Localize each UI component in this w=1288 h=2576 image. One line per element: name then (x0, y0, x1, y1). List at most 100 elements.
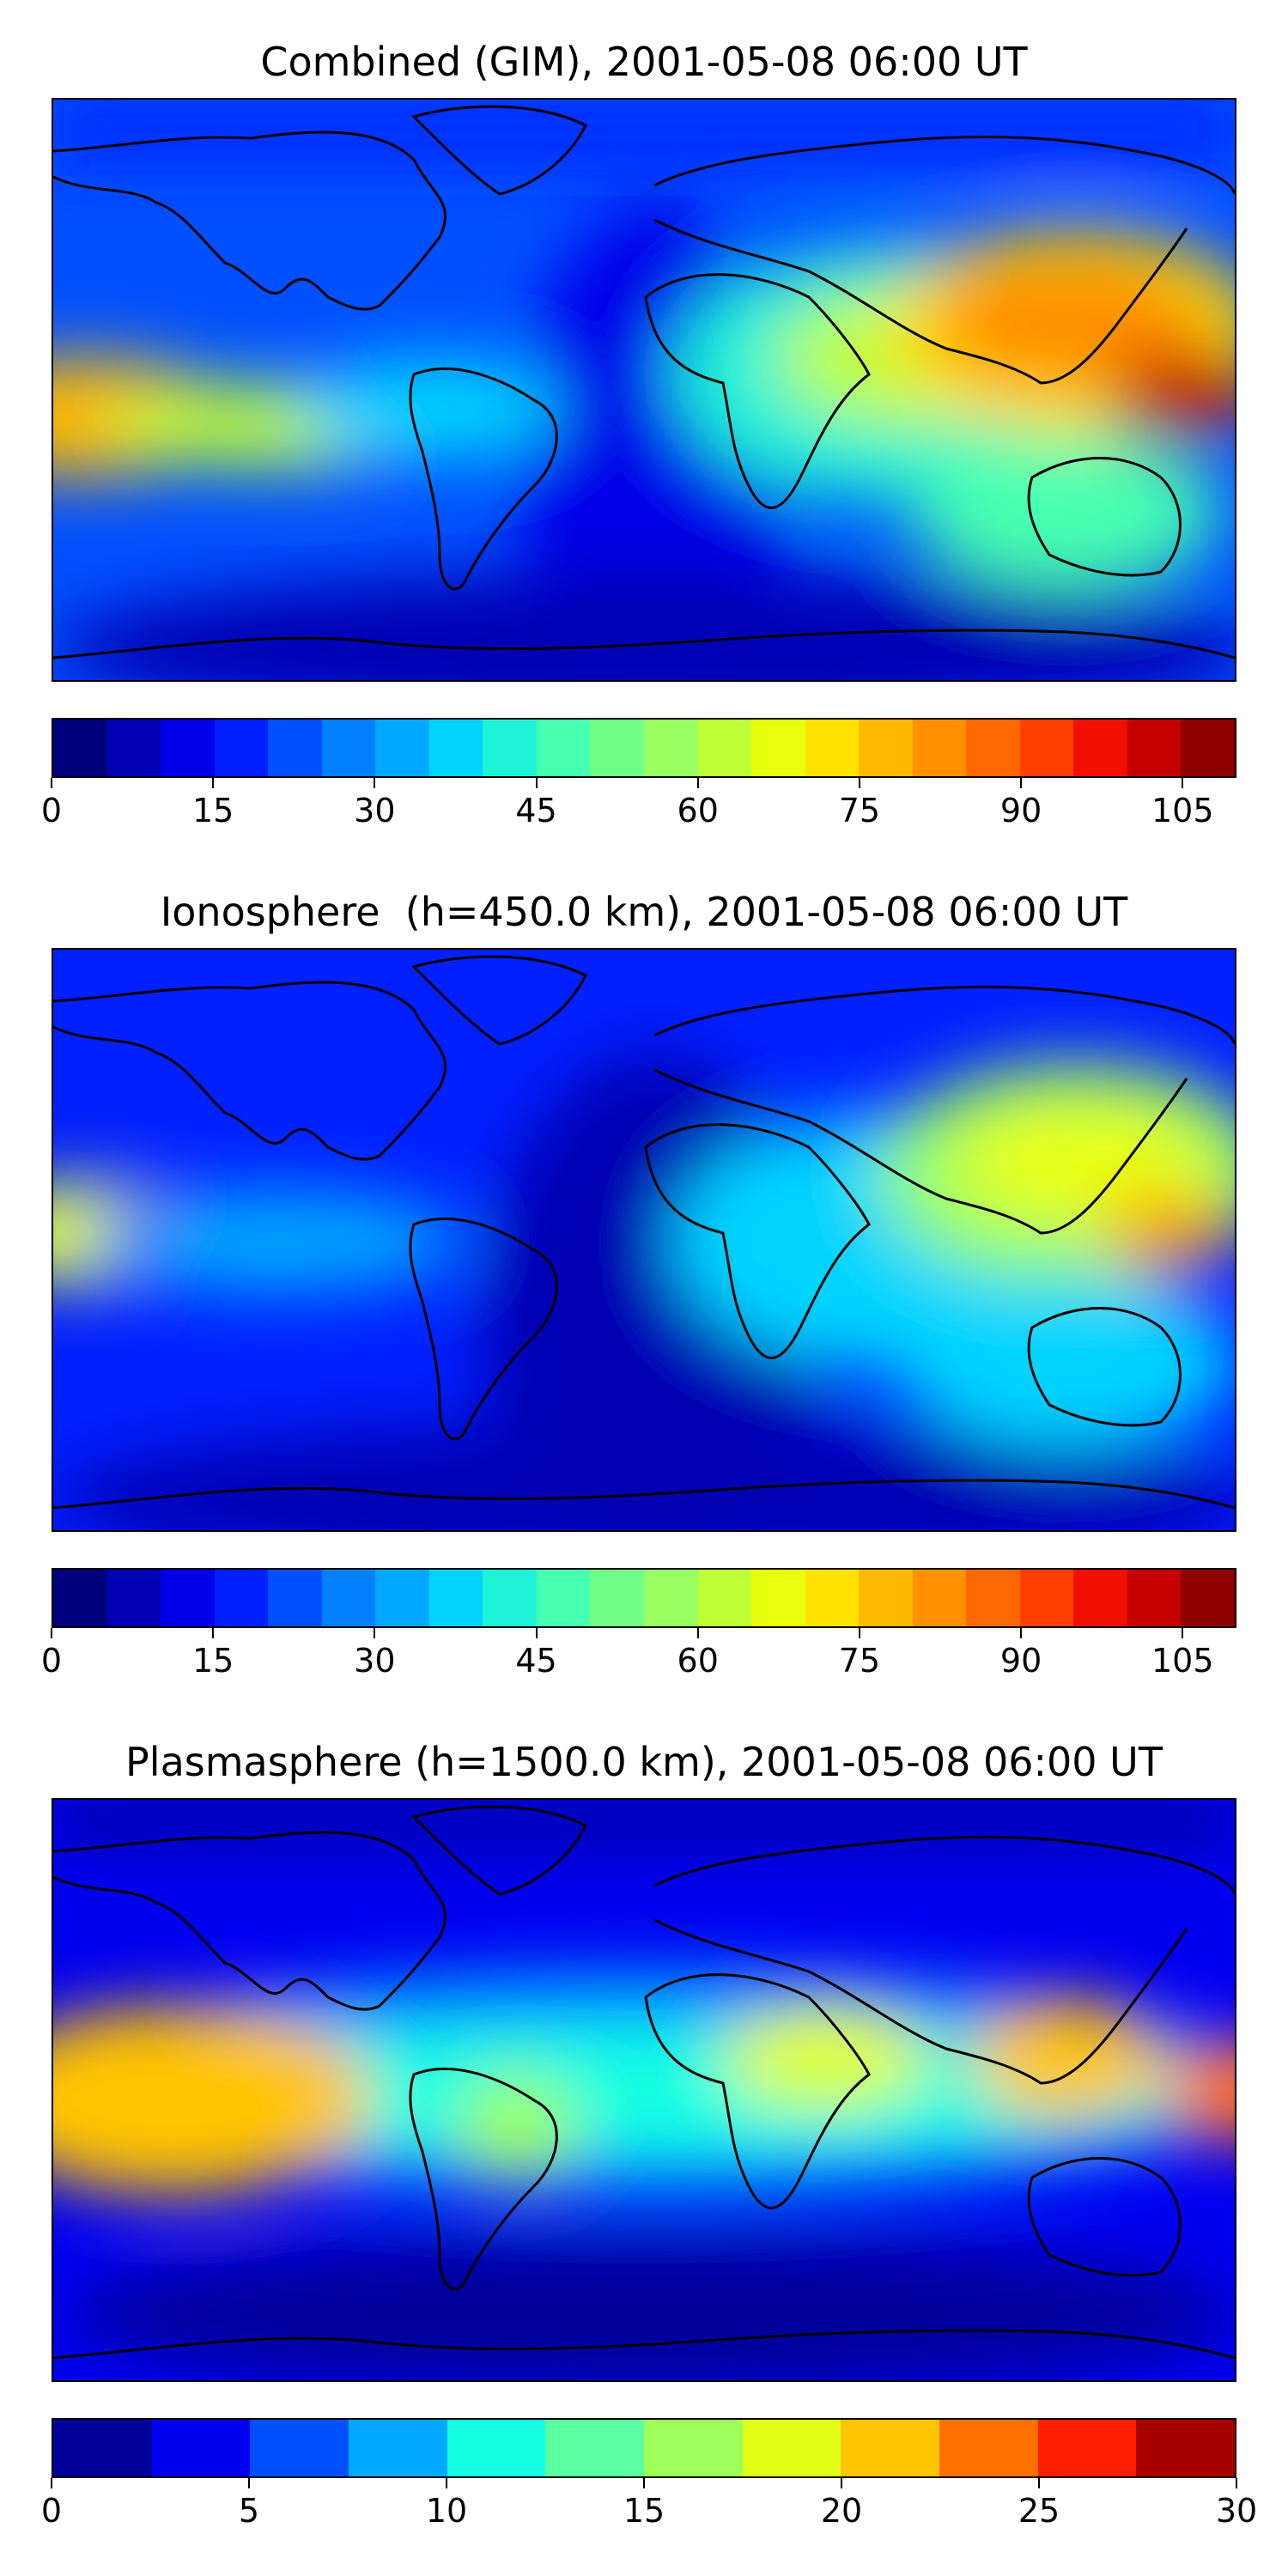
colorbar-segment (1127, 1570, 1182, 1626)
pacific-crest-outer (53, 2006, 371, 2195)
africa-coast (644, 1123, 871, 1359)
colorbar-tick-label: 105 (1151, 792, 1214, 829)
colorbar-segment (545, 2420, 645, 2476)
greenland-coast (411, 955, 588, 1046)
eurasia-coast (653, 135, 1235, 385)
colorbar-segment (1019, 720, 1074, 776)
colorbar-segment (644, 2420, 743, 2476)
north-america-coast (53, 131, 447, 311)
eurasia-coast (653, 985, 1235, 1235)
colorbar-ticks-ionosphere: 0 15 30 45 60 75 90 105 (41, 1628, 1236, 1680)
colorbar-segment (268, 720, 322, 776)
colorbar-segment (751, 720, 805, 776)
asia-crest (929, 254, 1204, 392)
colorbar-tick-label: 60 (677, 1642, 719, 1680)
southern-low (53, 572, 1235, 680)
antarctica-coast (53, 1479, 1235, 1510)
colorbar-tick-mark (51, 1628, 52, 1638)
colorbar-segment (1181, 1570, 1236, 1626)
colorbar-segment (53, 2420, 152, 2476)
africa-band (723, 2006, 929, 2109)
colorbar-segment (590, 720, 645, 776)
colorbar-segment (805, 1570, 860, 1626)
heatmap-combined (53, 100, 1235, 680)
high-latitude-band (53, 100, 1235, 160)
colorbar-tick-mark (1020, 778, 1023, 788)
south-america-coast (409, 2067, 558, 2291)
heatmap-plasmasphere (53, 1800, 1235, 2380)
colorbar-plasmasphere (52, 2418, 1236, 2478)
colorbar-segment (536, 720, 591, 776)
pacific-vortex (96, 1203, 165, 1246)
colorbar-tick-label: 0 (40, 2492, 63, 2530)
colorbar-segment (536, 1570, 591, 1626)
colorbar-tick-mark (535, 1628, 538, 1638)
colorbar-segment (1019, 1570, 1074, 1626)
colorbar-tick-mark (643, 2478, 645, 2488)
colorbar-tick-label: 15 (191, 1642, 234, 1680)
australia-coast (1027, 1307, 1182, 1427)
africa-coast (644, 273, 871, 509)
colorbar-segment (321, 1570, 376, 1626)
colorbar-ticks-plasmasphere: 0 5 10 15 20 25 30 (41, 2478, 1257, 2530)
colorbar-tick-mark (535, 778, 538, 788)
colorbar-tick-label: 5 (238, 2492, 260, 2530)
colorbar-tick-label: 15 (191, 792, 234, 829)
colorbar-tick-mark (51, 2478, 52, 2488)
colorbar-segment (966, 720, 1020, 776)
colorbar-segment (841, 2420, 940, 2476)
south-america-band (457, 2075, 577, 2178)
colorbar-tick-label: 60 (677, 792, 719, 829)
colorbar-tick-label: 25 (1018, 2492, 1060, 2530)
colorbar-segment (1073, 1570, 1127, 1626)
chart-title-plasmasphere: Plasmasphere (h=1500.0 km), 2001-05-08 0… (125, 1739, 1163, 1785)
colorbar-tick-label: 75 (838, 1642, 881, 1680)
asia-crest (972, 1997, 1161, 2117)
coastlines (53, 1805, 1235, 2360)
colorbar-segment (644, 720, 698, 776)
colorbar-segment (151, 2420, 251, 2476)
colorbar-tick-label: 15 (623, 2492, 665, 2530)
colorbar-segment (912, 720, 967, 776)
australia-coast (1027, 457, 1182, 577)
colorbar-segment (1181, 720, 1236, 776)
colorbar-segment (447, 2420, 546, 2476)
colorbar-tick-mark (248, 2478, 250, 2488)
colorbar-tick-mark (841, 2478, 842, 2488)
greenland-coast (411, 1805, 588, 1896)
north-polar-low (53, 1800, 1235, 1843)
colorbar-segment (805, 720, 860, 776)
colorbar-segment (939, 2420, 1038, 2476)
south-america-band (302, 357, 560, 460)
coastlines (53, 955, 1235, 1510)
colorbar-segment (161, 1570, 215, 1626)
antarctica-coast (53, 629, 1235, 659)
colorbar-segment (751, 1570, 805, 1626)
colorbar-tick-mark (212, 778, 215, 788)
colorbar-segment (742, 2420, 841, 2476)
colorbar-segment (590, 1570, 645, 1626)
colorbar-tick-mark (858, 1628, 860, 1638)
colorbar-segment (53, 720, 107, 776)
colorbar-tick-label: 75 (838, 792, 881, 829)
colorbar-tick-mark (1038, 2478, 1040, 2488)
southern-low (70, 2238, 1235, 2380)
colorbar-segment (1136, 2420, 1236, 2476)
colorbar-segment (483, 720, 537, 776)
eurasia-coast (653, 1835, 1235, 2085)
colorbar-tick-mark (696, 778, 699, 788)
map-combined (52, 98, 1236, 682)
africa-coast (644, 1973, 871, 2209)
colorbar-tick-label: 45 (515, 1642, 557, 1680)
australia-zone (912, 434, 1221, 589)
colorbar-segment (1037, 2420, 1137, 2476)
colorbar-segment (106, 1570, 161, 1626)
map-ionosphere (52, 948, 1236, 1532)
coastlines (53, 105, 1235, 659)
colorbar-tick-mark (1020, 1628, 1023, 1638)
colorbar-segment (268, 1570, 322, 1626)
colorbar-segment (1073, 720, 1127, 776)
colorbar-tick-mark (1182, 1628, 1184, 1638)
colorbar-segment (428, 720, 483, 776)
colorbar-tick-mark (212, 1628, 215, 1638)
